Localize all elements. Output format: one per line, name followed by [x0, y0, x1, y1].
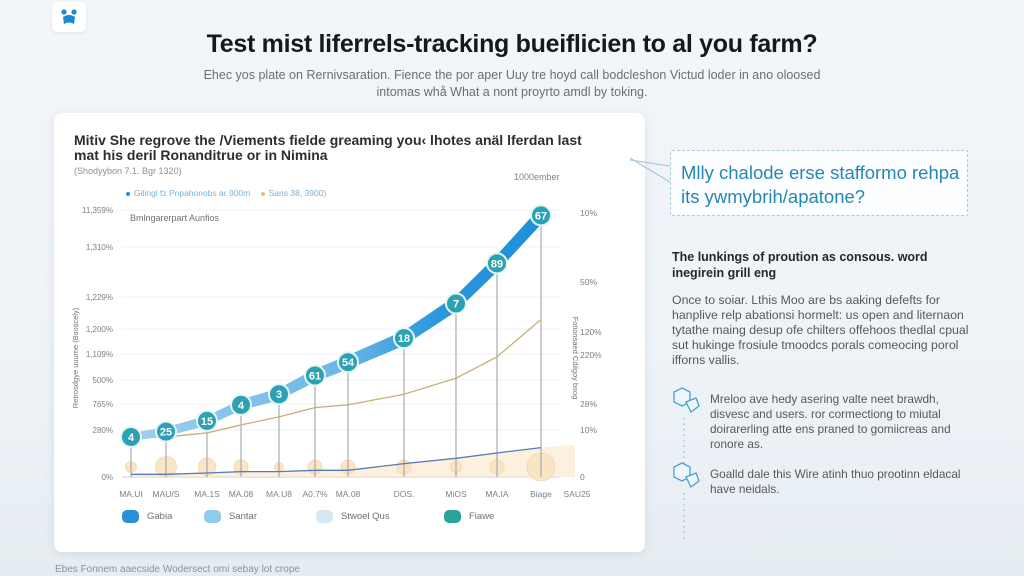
- chart-plot: 11,359% 1,310% 1,229% 1,200% 1,109% 500% 765% 2…: [71, 204, 602, 499]
- x-tick-label: DOS.: [394, 489, 415, 499]
- legend-swatch: [316, 510, 333, 523]
- x-tick-label: SAU25: [564, 489, 591, 499]
- data-point: [304, 364, 326, 387]
- data-label: 7: [453, 298, 459, 310]
- y-tick-label: 0%: [101, 473, 113, 482]
- data-point: [486, 252, 508, 275]
- data-label: 54: [342, 357, 355, 369]
- dot-icon: [126, 191, 130, 196]
- y2-tick-label: 220%: [580, 350, 602, 360]
- callout-text: Mlly chalode erse stafformo rehpa its yw…: [681, 162, 960, 207]
- y2-tick-label: 50%: [580, 277, 597, 287]
- callout-box: Mlly chalode erse stafformo rehpa its yw…: [670, 150, 968, 216]
- data-label: 3: [276, 389, 282, 401]
- y-tick-label: 1,310%: [86, 243, 113, 252]
- data-label: 15: [201, 416, 213, 428]
- y-tick-label: 500%: [93, 376, 113, 385]
- legend-swatch: [122, 510, 139, 523]
- feature-text: Goalld dale this Wire atinh thuo prootin…: [710, 467, 961, 496]
- sidebar-paragraph: Once to soiar. Lthis Moo are bs aaking d…: [672, 293, 969, 367]
- legend-swatch: [444, 510, 461, 523]
- callout-pointer: [629, 157, 671, 183]
- paw-logo-icon: [61, 9, 77, 24]
- dot-icon: [260, 191, 265, 196]
- top-legend-item: Gilingl fz Pnpahonobs ar 900m: [126, 188, 250, 198]
- top-legend-label: Sans 38, 3900): [268, 188, 327, 198]
- data-label: 25: [160, 427, 172, 439]
- series-line: [131, 446, 542, 475]
- data-point: [120, 425, 142, 448]
- x-tick-label: Biage: [530, 489, 552, 499]
- x-tick-label: MAU/S: [153, 489, 180, 499]
- data-point: [530, 204, 552, 227]
- legend-label: Santar: [229, 511, 257, 522]
- data-label: 4: [128, 432, 135, 444]
- chart-title: Mitiv She regrove the /Viements fielde g…: [74, 132, 582, 163]
- data-point: [155, 420, 177, 443]
- chart-subtitle: (Shodyybon 7.1. Bgr 1320): [74, 166, 182, 176]
- page-subtitle: Ehec yos plate on Rernivsaration. Fience…: [203, 68, 821, 99]
- top-legend-label: Gilingl fz Pnpahonobs ar 900m: [134, 188, 251, 198]
- x-tick-label: A0.7%: [302, 489, 327, 499]
- page-title: Test mist liferrels-tracking bueiflicien…: [206, 30, 818, 58]
- y2-tick-label: 10%: [580, 208, 597, 218]
- legend-swatch: [204, 510, 221, 523]
- area-fill: [131, 444, 575, 477]
- data-label: 89: [491, 258, 503, 270]
- data-point: [393, 327, 415, 350]
- sidebar-heading: The lunkings of proution as consous. wor…: [672, 250, 928, 280]
- x-tick-label: MA.U8: [266, 489, 292, 499]
- y2-tick-label: 120%: [580, 327, 602, 337]
- data-point: [445, 292, 467, 315]
- data-label: 61: [309, 371, 321, 383]
- data-point: [268, 383, 290, 406]
- legend-label: Gabia: [147, 511, 173, 522]
- y2-tick-label: 10%: [580, 425, 597, 435]
- y2-axis-label: Fotionsaed Cdilgoy bsog: [571, 317, 580, 400]
- data-label: 4: [238, 400, 245, 412]
- y-tick-label: 765%: [93, 400, 113, 409]
- legend-item[interactable]: Gabia: [122, 510, 172, 523]
- legend-item[interactable]: Stwoel Qus: [316, 510, 390, 523]
- feature-text: Mreloo ave hedy asering valte neet brawd…: [710, 392, 951, 451]
- y-tick-label: 280%: [93, 426, 113, 435]
- y-tick-label: 1,109%: [86, 350, 113, 359]
- y-axis-label: Retrosdgye uuume (Bsoscely): [71, 307, 80, 408]
- footer-text: Ebes Fonnem aaecside Wodersect omi sebay…: [55, 564, 300, 575]
- y2-tick-label: 0: [580, 472, 585, 482]
- x-tick-label: MA.08: [336, 489, 361, 499]
- data-label: 18: [398, 333, 410, 345]
- top-legend: Gilingl fz Pnpahonobs ar 900m Sans 38, 3…: [126, 188, 326, 198]
- y2-tick-label: 28%: [580, 399, 597, 409]
- y-tick-label: 1,200%: [86, 325, 113, 334]
- x-tick-label: MiOS: [445, 489, 467, 499]
- legend-label: Fiawe: [469, 511, 495, 522]
- badge-check-icon: [673, 462, 700, 539]
- x-tick-label: MA.1S: [194, 489, 220, 499]
- x-tick-label: MA.IA: [485, 489, 508, 499]
- x-tick-label: MA.UI: [119, 489, 143, 499]
- legend-item[interactable]: Fiawe: [444, 510, 494, 523]
- legend-label: Stwoel Qus: [341, 511, 390, 522]
- badge-check-icon: [673, 387, 700, 464]
- y-tick-label: 11,359%: [82, 206, 113, 215]
- data-point: [337, 351, 359, 374]
- data-point: [196, 409, 218, 432]
- chart-card: Mitiv She regrove the /Viements fielde g…: [54, 113, 645, 552]
- x-tick-label: MA.08: [229, 489, 254, 499]
- data-point: [230, 393, 252, 416]
- top-legend-item: Sans 38, 3900): [260, 188, 327, 198]
- data-label: 67: [535, 210, 547, 222]
- app-logo[interactable]: [52, 2, 86, 32]
- chart-top-right-label: 1000ember: [514, 172, 560, 182]
- chart-legend: Gabia Santar Stwoel Qus Fiawe: [54, 510, 645, 530]
- series-line: [130, 318, 542, 439]
- chart-inner-label: Bmlngarerpart Aunfios: [130, 213, 220, 223]
- y-tick-label: 1,229%: [86, 293, 113, 302]
- legend-item[interactable]: Santar: [204, 510, 257, 523]
